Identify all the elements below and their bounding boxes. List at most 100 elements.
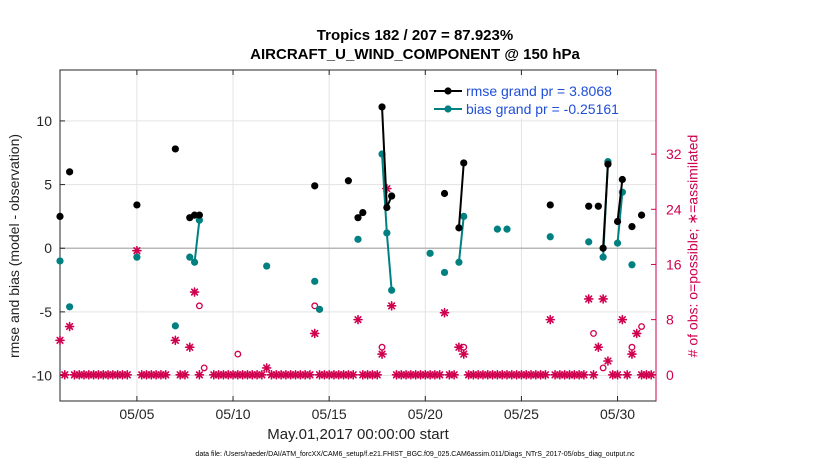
obs-assimilated-marker — [579, 369, 589, 380]
bias-point — [503, 225, 511, 233]
obs-assimilated-marker — [257, 369, 267, 380]
obs-assimilated-marker — [631, 328, 642, 339]
obs-assimilated-marker — [646, 369, 656, 380]
x-tick-label: 05/10 — [216, 406, 251, 422]
bias-point — [190, 258, 199, 266]
obs-assimilated-marker — [55, 335, 65, 346]
obs-assimilated-marker — [60, 369, 70, 380]
bias-point — [171, 322, 179, 330]
y2-tick-label: 32 — [666, 146, 682, 162]
bias-point — [460, 212, 468, 221]
x-tick-label: 05/20 — [408, 406, 443, 422]
y-tick-label: 0 — [44, 240, 52, 256]
obs-assimilated-marker — [454, 342, 464, 353]
rmse-point — [359, 208, 367, 217]
bias-point — [493, 225, 501, 233]
rmse-point — [594, 202, 602, 210]
bias-point — [263, 262, 271, 270]
y-tick-label: -10 — [32, 368, 52, 384]
obs-assimilated-marker — [603, 356, 613, 366]
rmse-point — [354, 214, 362, 222]
obs-possible-marker — [599, 364, 607, 372]
bias-line — [616, 192, 624, 244]
y-tick-label: -5 — [40, 304, 53, 320]
rmse-point — [604, 160, 612, 168]
obs-possible-marker — [311, 302, 319, 310]
x-tick-label: 05/30 — [600, 406, 635, 422]
legend-bias-marker — [444, 105, 452, 113]
bias-point — [186, 253, 194, 261]
obs-assimilated-marker — [593, 342, 604, 353]
obs-assimilated-marker — [449, 369, 459, 380]
x-tick-label: 05/05 — [119, 406, 154, 422]
rmse-line — [602, 164, 609, 249]
bias-point — [628, 261, 636, 269]
obs-possible-marker — [195, 302, 203, 310]
bias-point — [613, 239, 622, 247]
bias-point — [383, 229, 391, 237]
rmse-point — [546, 201, 554, 209]
obs-possible-marker — [200, 364, 208, 372]
bias-point — [599, 253, 607, 261]
bias-point — [311, 277, 319, 285]
rmse-point — [311, 182, 319, 190]
rmse-point — [171, 145, 179, 153]
rmse-point — [455, 224, 463, 232]
bias-point — [388, 286, 396, 294]
bias-point — [315, 305, 324, 313]
obs-assimilated-marker — [627, 349, 637, 359]
rmse-point — [585, 202, 593, 210]
obs-assimilated-marker — [132, 245, 142, 256]
y-tick-label: 10 — [36, 113, 52, 129]
rmse-point — [613, 217, 622, 226]
obs-assimilated-marker — [439, 307, 450, 318]
obs-assimilated-marker — [612, 369, 623, 380]
rmse-point — [460, 159, 468, 167]
obs-assimilated-marker — [160, 369, 171, 380]
rmse-point — [637, 211, 646, 219]
bias-point — [56, 257, 64, 265]
x-tick-label: 05/25 — [504, 406, 539, 422]
chart-subtitle: AIRCRAFT_U_WIND_COMPONENT @ 150 hPa — [250, 46, 580, 63]
obs-assimilated-marker — [194, 369, 205, 380]
obs-assimilated-marker — [583, 294, 594, 304]
y2-tick-label: 24 — [666, 201, 682, 217]
rmse-point — [378, 103, 386, 111]
data-file-footer: data file: /Users/raeder/DAI/ATM_forcXX/… — [195, 451, 635, 458]
bias-point — [426, 249, 434, 257]
obs-assimilated-marker — [170, 335, 181, 346]
obs-assimilated-marker — [189, 287, 200, 297]
rmse-point — [133, 201, 141, 209]
rmse-line — [457, 162, 465, 228]
obs-assimilated-marker — [309, 328, 320, 339]
obs-assimilated-marker — [622, 369, 632, 380]
bias-line — [457, 216, 465, 263]
rmse-point — [66, 168, 74, 176]
obs-possible-marker — [378, 343, 386, 351]
rmse-point — [388, 192, 396, 200]
obs-assimilated-marker — [348, 369, 358, 380]
obs-possible-marker — [638, 323, 646, 330]
obs-assimilated-marker — [184, 342, 195, 353]
rmse-point — [383, 203, 391, 212]
obs-assimilated-marker — [377, 349, 387, 359]
bias-point — [66, 303, 74, 311]
obs-assimilated-marker — [386, 301, 397, 311]
x-tick-label: 05/15 — [312, 406, 347, 422]
obs-assimilated-marker — [353, 314, 363, 325]
rmse-point — [344, 177, 352, 185]
obs-possible-marker — [590, 329, 597, 337]
rmse-point — [195, 211, 203, 219]
obs-assimilated-marker — [598, 294, 608, 304]
rmse-line — [616, 179, 624, 222]
bias-point — [455, 258, 463, 266]
y2-tick-label: 0 — [666, 367, 674, 383]
obs-assimilated-marker — [122, 369, 133, 380]
obs-possible-marker — [460, 343, 468, 351]
legend-box — [428, 78, 646, 118]
obs-assimilated-marker — [617, 314, 628, 325]
obs-possible-marker — [628, 343, 636, 351]
y-tick-label: 5 — [44, 177, 52, 193]
rmse-point — [599, 244, 607, 252]
